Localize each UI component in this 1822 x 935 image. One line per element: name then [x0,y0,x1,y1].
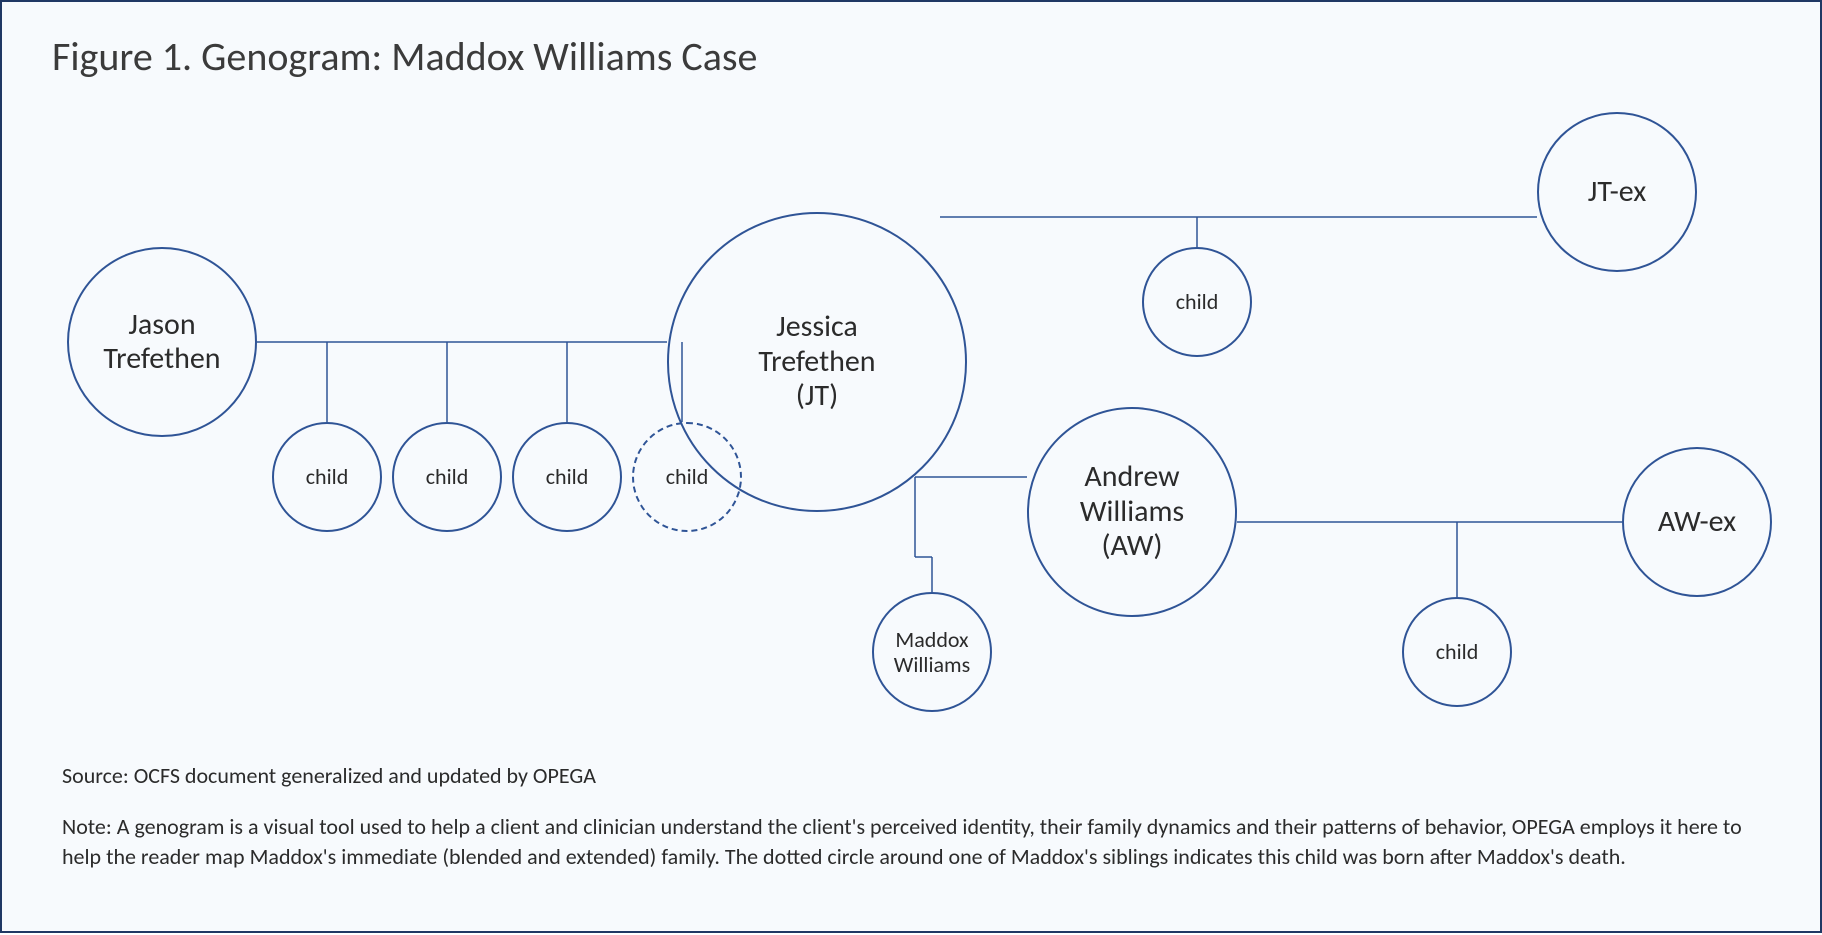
source-line: Source: OCFS document generalized and up… [62,762,596,789]
node-label: MaddoxWilliams [890,623,974,682]
footnote-text: Note: A genogram is a visual tool used t… [62,812,1760,871]
node-child-1: child [272,422,382,532]
node-label: JessicaTrefethen(JT) [754,306,879,418]
node-aw-ex-child: child [1402,597,1512,707]
node-label: child [662,460,713,493]
node-label: JT-ex [1584,171,1651,214]
node-aw-ex: AW-ex [1622,447,1772,597]
figure-title: Figure 1. Genogram: Maddox Williams Case [52,32,757,81]
node-jt-ex-child: child [1142,247,1252,357]
node-child-3: child [512,422,622,532]
node-label: child [1432,635,1483,668]
node-child-2: child [392,422,502,532]
node-label: JasonTrefethen [99,304,224,381]
node-label: AW-ex [1654,501,1740,544]
node-label: child [542,460,593,493]
node-label: child [302,460,353,493]
figure-frame: Figure 1. Genogram: Maddox Williams Case… [0,0,1822,933]
node-child-4-dashed: child [632,422,742,532]
node-jason-trefethen: JasonTrefethen [67,247,257,437]
node-jt-ex: JT-ex [1537,112,1697,272]
node-label: AndrewWilliams(AW) [1076,456,1188,568]
node-maddox-williams: MaddoxWilliams [872,592,992,712]
node-andrew-williams: AndrewWilliams(AW) [1027,407,1237,617]
node-label: child [422,460,473,493]
node-label: child [1172,285,1223,318]
